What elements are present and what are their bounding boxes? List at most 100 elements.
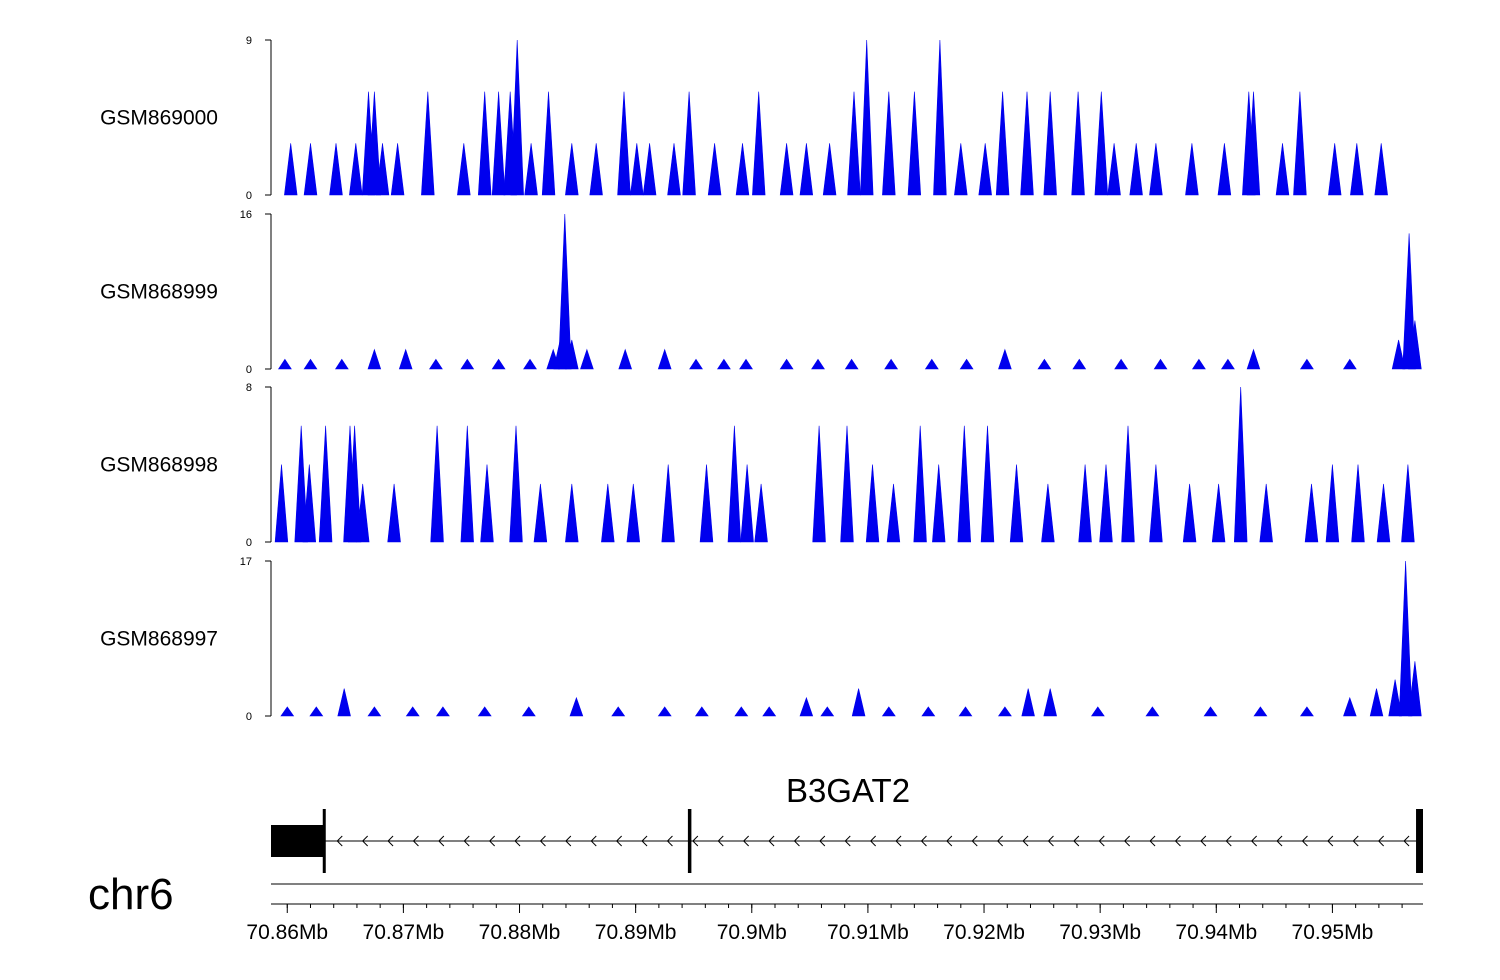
signal-peak	[1149, 464, 1163, 543]
signal-peak	[390, 143, 405, 196]
signal-peak	[601, 483, 615, 543]
signal-peak	[302, 464, 317, 543]
strand-arrow	[641, 835, 648, 847]
signal-peak	[822, 143, 837, 196]
signal-peak	[1191, 358, 1206, 370]
strand-arrow	[717, 835, 724, 847]
signal-peak	[1203, 706, 1218, 717]
signal-peak	[284, 143, 298, 196]
signal-peak	[699, 464, 714, 543]
signal-peak	[565, 483, 579, 543]
signal-peak	[978, 143, 992, 196]
track-y-min-label: 0	[246, 190, 252, 202]
signal-peak	[1182, 483, 1197, 543]
signal-peak	[303, 358, 318, 370]
signal-peak	[820, 706, 835, 717]
strand-arrow	[1123, 835, 1131, 847]
signal-peak	[998, 348, 1012, 370]
signal-peak	[1350, 143, 1364, 196]
signal-peak	[1153, 358, 1168, 370]
signal-peak	[1351, 464, 1365, 543]
signal-peak	[428, 358, 443, 370]
strand-arrow	[1225, 835, 1232, 847]
strand-arrow	[1149, 835, 1156, 847]
genome-tick-label: 70.94Mb	[1175, 921, 1257, 944]
chromosome-label: chr6	[88, 870, 174, 919]
signal-peak	[734, 706, 749, 717]
signal-peak	[1388, 679, 1402, 717]
signal-peak	[884, 358, 899, 370]
strand-arrow	[920, 835, 927, 847]
signal-peak	[882, 91, 896, 196]
gene-track: B3GAT2	[271, 772, 1423, 873]
signal-peak	[367, 348, 382, 370]
signal-peak	[524, 143, 538, 196]
track-y-min-label: 0	[246, 364, 252, 376]
strand-arrow	[1377, 835, 1385, 847]
signal-peak	[558, 213, 572, 370]
signal-peak	[347, 425, 362, 543]
strand-arrow	[514, 835, 521, 847]
signal-peak	[334, 358, 349, 370]
signal-peak	[329, 143, 343, 196]
signal-peak	[457, 143, 471, 196]
signal-peak	[565, 339, 579, 370]
signal-peak	[1041, 483, 1055, 543]
signal-peak	[491, 358, 506, 370]
signal-peak	[995, 91, 1010, 196]
signal-peak	[1401, 464, 1415, 543]
track-label: GSM868997	[100, 628, 218, 651]
signal-peak	[356, 483, 370, 543]
signal-peak	[997, 706, 1012, 717]
signal-peak	[1129, 143, 1143, 196]
signal-peak	[881, 706, 896, 717]
signal-peak	[1275, 143, 1290, 196]
signal-peak	[617, 91, 631, 196]
signal-peak	[1342, 358, 1357, 370]
signal-peak	[1299, 358, 1314, 370]
signal-peak	[1374, 143, 1388, 196]
signal-peak	[913, 425, 927, 543]
signal-peak	[886, 483, 901, 543]
gene-name-label: B3GAT2	[786, 772, 910, 809]
signal-peak	[618, 348, 633, 370]
signal-peak	[1107, 143, 1121, 196]
signal-peak	[477, 706, 492, 717]
signal-peak	[762, 706, 777, 717]
strand-arrow	[971, 835, 978, 847]
signal-peak	[460, 358, 475, 370]
strand-arrow	[1403, 835, 1410, 847]
signal-peak	[752, 91, 766, 196]
signal-peak	[337, 688, 351, 717]
strand-arrow	[1250, 835, 1258, 847]
strand-arrow	[615, 835, 623, 847]
strand-arrow	[1301, 835, 1308, 847]
genome-tick-label: 70.95Mb	[1292, 921, 1374, 944]
signal-peak	[1114, 358, 1129, 370]
signal-peak	[1233, 386, 1248, 543]
strand-arrow	[793, 835, 800, 847]
signal-peak	[754, 483, 768, 543]
track-y-min-label: 0	[246, 711, 252, 723]
signal-peak	[812, 425, 826, 543]
track-label: GSM869000	[100, 107, 218, 130]
track-gsm869000: GSM869000 9 0	[100, 35, 1388, 202]
gene-exon	[271, 825, 324, 857]
signal-peak	[1304, 483, 1319, 543]
signal-peak	[398, 348, 413, 370]
gene-exon	[1416, 809, 1423, 873]
signal-peak	[689, 358, 703, 370]
strand-arrow	[1200, 835, 1207, 847]
signal-peak	[1078, 464, 1092, 543]
track-y-max-label: 8	[246, 382, 252, 394]
strand-arrow	[1327, 835, 1334, 847]
signal-peak	[1043, 688, 1057, 717]
genome-tick-label: 70.91Mb	[827, 921, 909, 944]
strand-arrow	[895, 835, 902, 847]
gene-exon	[687, 809, 692, 873]
signal-peak	[509, 425, 523, 543]
signal-peak	[1043, 91, 1057, 196]
signal-peak	[1185, 143, 1199, 196]
signal-peak	[1325, 464, 1340, 543]
strand-arrow	[869, 835, 877, 847]
